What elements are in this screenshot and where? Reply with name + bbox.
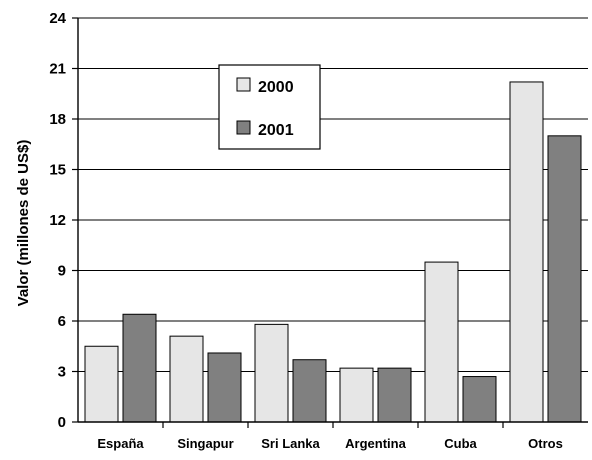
y-tick-label: 12: [49, 212, 66, 229]
x-category-label: Cuba: [444, 436, 477, 451]
x-category-label: Otros: [528, 436, 563, 451]
y-tick-label: 15: [49, 162, 66, 179]
bar-2001-5: [462, 376, 497, 423]
bar-2000-2: [169, 335, 204, 423]
bars: [84, 81, 582, 423]
bar-2001-3: [292, 359, 327, 423]
y-tick-label: 21: [49, 61, 66, 78]
legend-swatch-2000: [236, 77, 251, 92]
x-category-label: España: [97, 436, 144, 451]
bar-2000-4: [339, 367, 374, 423]
x-category-label: Argentina: [345, 436, 406, 451]
bar-2000-6: [509, 81, 544, 423]
y-tick-labels: 0 3 6 9 12 15 18 21 24: [49, 10, 66, 431]
x-category-label: Sri Lanka: [261, 436, 320, 451]
legend-label-2001: 2001: [258, 122, 294, 139]
legend: 2000 2001: [218, 64, 321, 150]
bar-2000-5: [424, 261, 459, 423]
bar-2000-3: [254, 323, 289, 423]
y-tick-label: 9: [58, 263, 66, 280]
y-tick-label: 0: [58, 414, 66, 431]
legend-label-2000: 2000: [258, 79, 294, 96]
y-tick-label: 6: [58, 313, 66, 330]
y-axis-title: Valor (millones de US$): [15, 140, 32, 307]
y-tick-label: 18: [49, 111, 66, 128]
legend-swatch-2001: [236, 120, 251, 135]
bar-2000-1: [84, 345, 119, 423]
legend-box: [218, 64, 321, 150]
y-tick-label: 24: [49, 10, 66, 27]
x-category-label: Singapur: [177, 436, 233, 451]
x-category-labels: España Singapur Sri Lanka Argentina Cuba Otro…: [97, 436, 562, 451]
axes: [72, 17, 588, 428]
bar-2001-2: [207, 352, 242, 423]
y-tick-label: 3: [58, 364, 66, 381]
gridlines: [78, 17, 588, 372]
bar-2001-4: [377, 367, 412, 423]
bar-2001-6: [547, 135, 582, 423]
bar-2001-1: [122, 313, 157, 423]
